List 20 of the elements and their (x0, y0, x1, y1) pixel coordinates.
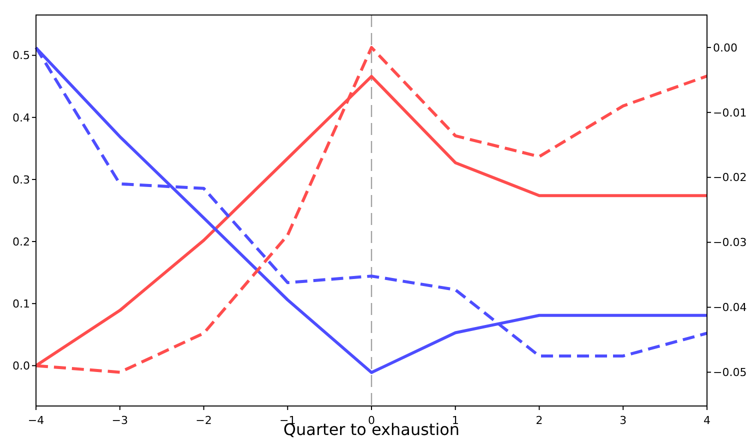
x-tick-label: −4 (28, 414, 44, 427)
y-tick-label: 0.1 (12, 297, 30, 310)
y-tick-label: 0.5 (12, 49, 30, 62)
x-tick-label: −2 (196, 414, 212, 427)
y2-tick-label: −0.04 (713, 301, 747, 314)
x-tick-label: −3 (112, 414, 128, 427)
y-tick-label: 0.2 (12, 235, 30, 248)
x-tick-label: 0 (368, 414, 375, 427)
y2-tick-label: −0.01 (713, 106, 747, 120)
y-tick-label: 0.3 (12, 173, 30, 186)
x-tick-label: 1 (452, 414, 459, 427)
x-tick-label: 2 (536, 414, 543, 427)
x-tick-label: 3 (620, 414, 627, 427)
y2-tick-label: −0.05 (713, 366, 747, 380)
y-tick-label: 0.0 (12, 360, 30, 373)
y-tick-label: 0.4 (12, 111, 30, 124)
y2-tick-label: −0.03 (713, 236, 747, 250)
x-tick-label: 4 (704, 414, 710, 427)
y2-tick-label: −0.02 (713, 171, 747, 184)
y2-tick-label: 0.00 (713, 41, 738, 54)
